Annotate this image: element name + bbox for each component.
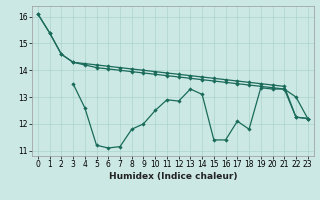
X-axis label: Humidex (Indice chaleur): Humidex (Indice chaleur)	[108, 172, 237, 181]
